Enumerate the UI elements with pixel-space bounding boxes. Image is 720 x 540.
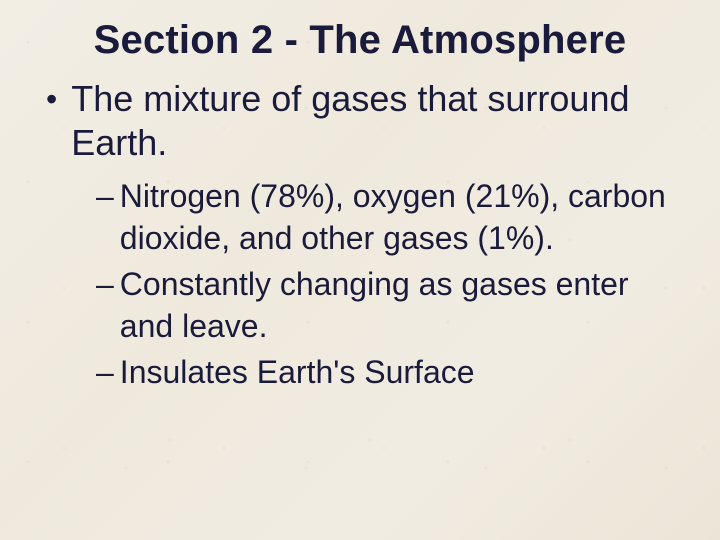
- sub-bullet-text: Constantly changing as gases enter and l…: [120, 263, 680, 347]
- dash-icon: –: [96, 351, 114, 393]
- sub-bullet-item: – Insulates Earth's Surface: [96, 351, 680, 393]
- slide-content: Section 2 - The Atmosphere • The mixture…: [0, 0, 720, 540]
- sub-bullet-text: Insulates Earth's Surface: [120, 351, 475, 393]
- bullet-marker-icon: •: [46, 79, 57, 119]
- bullet-text: The mixture of gases that surround Earth…: [71, 77, 680, 165]
- slide-title: Section 2 - The Atmosphere: [40, 18, 680, 63]
- sub-bullet-item: – Constantly changing as gases enter and…: [96, 263, 680, 347]
- bullet-level-1: • The mixture of gases that surround Ear…: [46, 77, 680, 165]
- sub-bullet-list: – Nitrogen (78%), oxygen (21%), carbon d…: [96, 175, 680, 393]
- dash-icon: –: [96, 263, 114, 305]
- sub-bullet-text: Nitrogen (78%), oxygen (21%), carbon dio…: [120, 175, 680, 259]
- dash-icon: –: [96, 175, 114, 217]
- sub-bullet-item: – Nitrogen (78%), oxygen (21%), carbon d…: [96, 175, 680, 259]
